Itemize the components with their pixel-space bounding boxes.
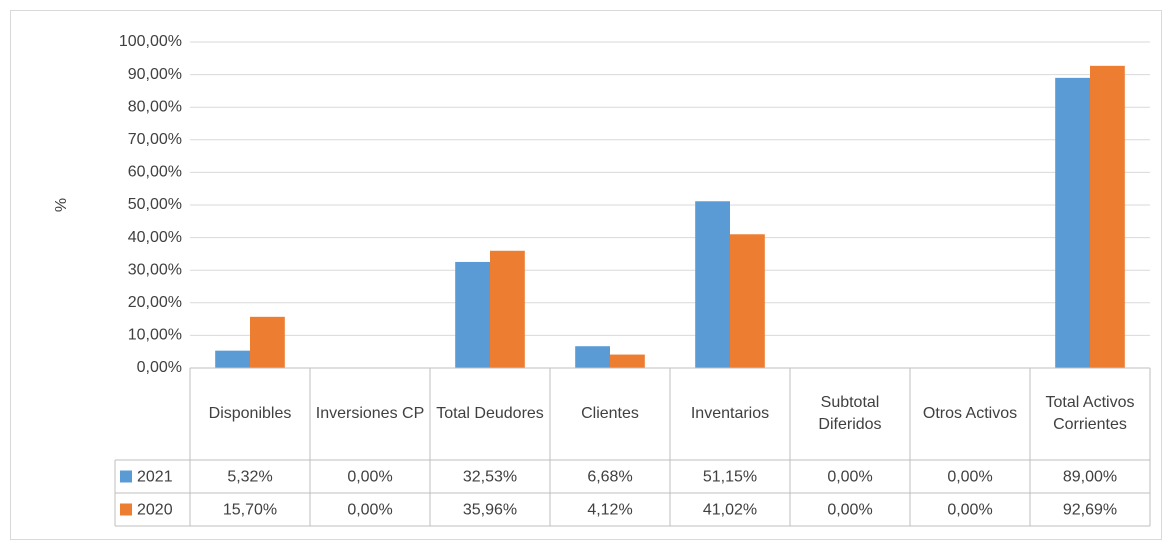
x-tick-label-box: Otros Activos [922, 405, 1018, 423]
data-label: 4,12% [587, 502, 632, 519]
bar [1055, 77, 1090, 369]
bar [695, 201, 730, 368]
x-tick-label-box: Disponibles [208, 405, 292, 423]
y-tick-label: 50,00% [128, 196, 182, 213]
data-label: 41,02% [703, 502, 757, 519]
data-label: 0,00% [947, 469, 992, 486]
legend-label: 2021 [137, 469, 173, 486]
legend-key [120, 470, 132, 483]
data-label: 89,00% [1063, 469, 1117, 486]
bar [610, 354, 645, 368]
y-tick-label: 80,00% [128, 98, 182, 115]
x-tick-label: Clientes [581, 405, 639, 423]
y-tick-label: 60,00% [128, 164, 182, 181]
bar [490, 250, 525, 368]
bar [455, 261, 490, 368]
x-tick-label-box: Total Activos Corrientes [1045, 394, 1135, 433]
x-tick-label-box: Inventarios [690, 405, 770, 423]
y-tick-label: 0,00% [137, 359, 182, 376]
data-label: 51,15% [703, 469, 757, 486]
legend-label: 2020 [137, 502, 173, 519]
y-axis-label: % [53, 198, 70, 212]
x-tick-label: Subtotal Diferidos [818, 394, 882, 433]
x-tick-label: Otros Activos [922, 405, 1018, 423]
data-label: 0,00% [347, 502, 392, 519]
x-tick-label: Inventarios [690, 405, 770, 423]
x-tick-label-box: Clientes [581, 405, 639, 423]
data-label: 15,70% [223, 502, 277, 519]
y-tick-label: 30,00% [128, 261, 182, 278]
y-tick-label: 100,00% [119, 33, 182, 50]
y-tick-label: 40,00% [128, 229, 182, 246]
data-label: 6,68% [587, 469, 632, 486]
data-label: 0,00% [947, 502, 992, 519]
chart-border [10, 10, 1162, 540]
y-tick-label: 90,00% [128, 66, 182, 83]
y-tick-label: 70,00% [128, 131, 182, 148]
data-label: 0,00% [827, 502, 872, 519]
legend-key [120, 503, 132, 516]
x-tick-label: Inversiones CP [315, 405, 425, 423]
x-tick-label: Disponibles [208, 405, 292, 423]
data-label: 32,53% [463, 469, 517, 486]
x-tick-label: Total Deudores [436, 405, 544, 423]
data-label: 0,00% [347, 469, 392, 486]
bar [215, 350, 250, 368]
bar [1090, 65, 1125, 368]
y-tick-label: 10,00% [128, 327, 182, 344]
bar [250, 316, 285, 368]
data-label: 5,32% [227, 469, 272, 486]
bar [730, 234, 765, 368]
data-label: 0,00% [827, 469, 872, 486]
x-tick-label-box: Total Deudores [436, 405, 544, 423]
x-tick-label-box: Inversiones CP [315, 405, 425, 423]
x-tick-label-box: Subtotal Diferidos [818, 394, 882, 433]
y-tick-label: 20,00% [128, 294, 182, 311]
data-label: 35,96% [463, 502, 517, 519]
data-label: 92,69% [1063, 502, 1117, 519]
x-tick-label: Total Activos Corrientes [1045, 394, 1135, 433]
bar [575, 346, 610, 368]
